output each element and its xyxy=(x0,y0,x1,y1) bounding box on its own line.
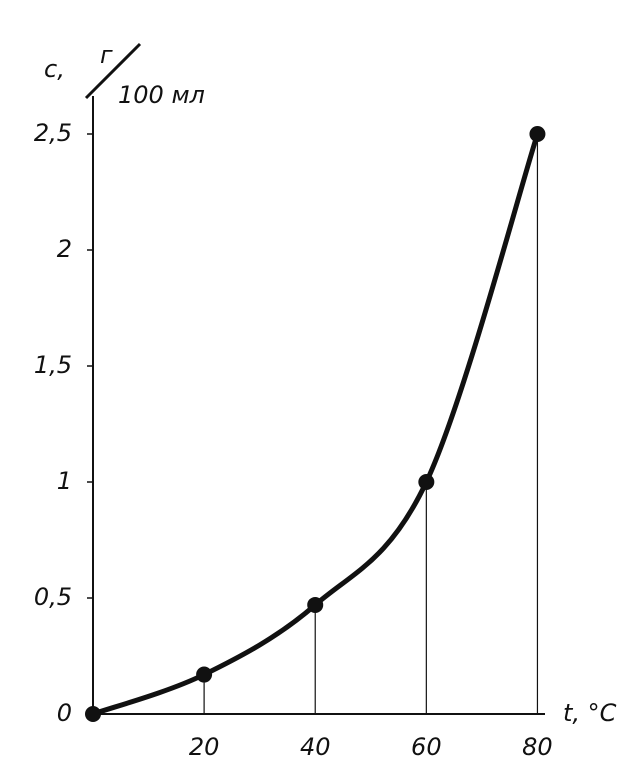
y-tick-label: 2 xyxy=(57,235,72,263)
x-tick-label: 80 xyxy=(522,733,553,761)
unit-slash xyxy=(84,42,142,100)
point xyxy=(85,706,101,722)
point xyxy=(196,666,213,683)
curve xyxy=(92,133,540,717)
point xyxy=(418,474,435,490)
x-tick-label: 60 xyxy=(411,733,442,761)
y-tick-label: 2,5 xyxy=(34,119,72,147)
x-label: t, °C xyxy=(563,699,617,727)
point xyxy=(307,596,324,613)
x-tick-label: 20 xyxy=(189,733,220,761)
y-label: c, xyxy=(44,55,65,83)
y-unit-numerator: г xyxy=(100,41,113,69)
point xyxy=(529,126,546,142)
y-tick-label: 1,5 xyxy=(34,351,72,379)
y-tick-label: 1 xyxy=(57,467,72,495)
y-tick-label: 0,5 xyxy=(34,583,72,611)
y-unit-denominator: 100 мл xyxy=(118,81,205,109)
y-tick-label: 0 xyxy=(57,699,72,727)
x-tick-label: 40 xyxy=(300,733,331,761)
